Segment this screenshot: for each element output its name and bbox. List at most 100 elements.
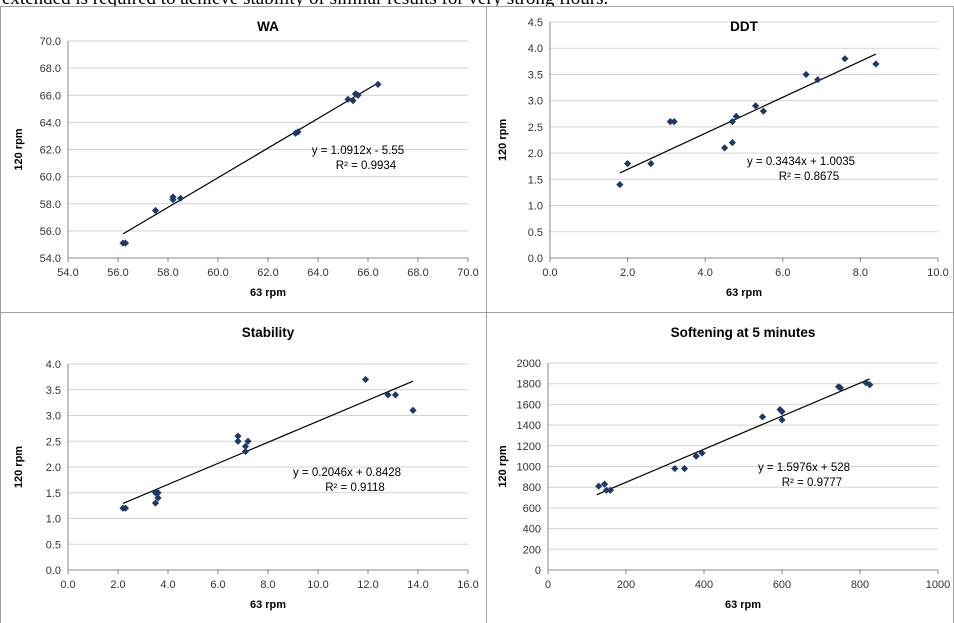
- trend-r-squared: R² = 0.9777: [782, 477, 842, 489]
- x-tick-label: 56.0: [107, 267, 128, 279]
- y-tick-label: 4.5: [528, 17, 543, 29]
- y-tick-label: 1200: [517, 441, 541, 453]
- x-tick-label: 200: [617, 579, 635, 591]
- data-point: [872, 60, 880, 68]
- y-axis-label: 120 rpm: [497, 445, 509, 487]
- x-tick-label: 58.0: [157, 267, 178, 279]
- y-tick-label: 70.0: [40, 36, 61, 48]
- y-axis-label: 120 rpm: [13, 446, 25, 488]
- chart-title: WA: [257, 19, 279, 34]
- data-point: [354, 91, 362, 99]
- chart-svg-wa: 54.0 56.0 58.0 60.0 62.0 64.0 66.0 68.0 70.0 54.0…: [13, 19, 479, 299]
- trend-r-squared: R² = 0.9934: [336, 160, 397, 172]
- data-point: [374, 80, 382, 88]
- chart-title: Softening at 5 minutes: [671, 325, 816, 340]
- x-axis-label: 63 rpm: [725, 599, 761, 611]
- x-tick-label: 14.0: [407, 579, 428, 591]
- y-tick-label: 62.0: [40, 145, 61, 157]
- y-tick-label: 2.0: [46, 462, 61, 474]
- x-axis-label: 63 rpm: [726, 287, 762, 299]
- y-axis-label: 120 rpm: [497, 119, 509, 161]
- data-point: [176, 194, 185, 202]
- data-point: [752, 102, 760, 110]
- data-point: [862, 379, 870, 387]
- chart-svg-stability: 0.0 0.5 1.0 1.5 2.0 2.5 3.0 3.5 4.0 0.0 2.0 4.0 6.0 8…: [13, 325, 479, 611]
- x-tick-label: 66.0: [357, 267, 378, 279]
- outer-border-left: [0, 6, 1, 623]
- x-tick-label: 400: [695, 579, 713, 591]
- data-point: [778, 416, 786, 424]
- trend-equation: y = 1.0912x - 5.55: [312, 145, 404, 157]
- chart-wa: 54.0 56.0 58.0 60.0 62.0 64.0 66.0 68.0 70.0 54.0…: [0, 6, 486, 312]
- data-point: [361, 375, 370, 384]
- data-point: [624, 160, 632, 168]
- y-tick-label: 0.0: [46, 565, 61, 577]
- x-axis-label: 63 rpm: [250, 287, 286, 299]
- data-point: [647, 160, 655, 168]
- y-tick-label: 1.5: [46, 488, 61, 500]
- x-tick-label: 0.0: [542, 267, 557, 279]
- trend-equation: y = 1.5976x + 528: [758, 462, 850, 474]
- y-tick-label: 1.0: [46, 514, 61, 526]
- y-tick-label: 2.5: [46, 436, 61, 448]
- data-point: [814, 76, 822, 84]
- y-tick-label: 56.0: [40, 226, 61, 238]
- data-point: [680, 464, 689, 473]
- data-point: [841, 55, 849, 63]
- y-tick-label: 3.0: [528, 96, 543, 108]
- trend-r-squared: R² = 0.8675: [779, 171, 839, 183]
- x-tick-label: 68.0: [407, 267, 428, 279]
- y-tick-label: 2000: [517, 358, 541, 370]
- trend-r-squared: R² = 0.9118: [325, 482, 385, 494]
- x-tick-label: 64.0: [307, 267, 328, 279]
- y-tick-label: 1000: [517, 462, 541, 474]
- y-tick-label: 0.5: [528, 227, 543, 239]
- y-tick-label: 200: [523, 544, 541, 556]
- y-tick-label: 1400: [517, 420, 541, 432]
- data-point: [600, 480, 609, 488]
- y-tick-label: 1800: [517, 379, 541, 391]
- y-axis-label: 120 rpm: [13, 128, 25, 170]
- x-tick-label: 0.0: [60, 579, 75, 591]
- y-tick-label: 3.5: [528, 69, 543, 81]
- x-tick-label: 62.0: [257, 267, 278, 279]
- outer-border-top: [0, 6, 954, 7]
- y-tick-label: 4.0: [46, 359, 61, 371]
- y-tick-label: 2.0: [528, 148, 543, 160]
- data-point: [244, 437, 252, 445]
- trend-equation: y = 0.2046x + 0.8428: [293, 467, 401, 479]
- y-tick-label: 3.5: [46, 385, 61, 397]
- trendline: [619, 53, 877, 174]
- data-point: [602, 486, 611, 494]
- trend-equation: y = 0.3434x + 1.0035: [747, 156, 855, 168]
- data-point: [151, 499, 160, 507]
- caption-text: extended is required to achieve stabilit…: [2, 0, 954, 8]
- x-tick-label: 4.0: [698, 267, 713, 279]
- data-point: [344, 95, 352, 103]
- y-tick-label: 4.0: [528, 43, 543, 55]
- x-tick-label: 6.0: [775, 267, 790, 279]
- y-tick-label: 3.0: [46, 411, 61, 423]
- data-point: [802, 70, 810, 79]
- y-tick-label: 1600: [517, 399, 541, 411]
- y-tick-label: 1.0: [528, 201, 543, 213]
- x-tick-label: 0: [545, 579, 551, 591]
- x-tick-label: 2.0: [110, 579, 125, 591]
- data-point: [241, 447, 250, 456]
- chart-title: DDT: [730, 19, 758, 34]
- chart-svg-softening: 0 200 400 600 800 1000 1200 1400 1600 1800 2000 0 20…: [497, 325, 950, 611]
- x-tick-label: 8.0: [853, 267, 868, 279]
- x-tick-label: 8.0: [260, 579, 275, 591]
- y-tick-label: 66.0: [40, 90, 61, 102]
- x-tick-label: 60.0: [207, 267, 228, 279]
- x-tick-label: 12.0: [357, 579, 378, 591]
- y-tick-label: 54.0: [40, 253, 61, 265]
- data-point: [151, 206, 160, 215]
- data-point: [616, 180, 624, 189]
- data-point: [732, 112, 740, 120]
- chart-svg-ddt: 0.0 0.5 1.0 1.5 2.0 2.5 3.0 3.5 4.0 4.5 0.0 2.0 4.0 6…: [497, 17, 949, 299]
- x-tick-label: 800: [851, 579, 869, 591]
- x-tick-label: 4.0: [160, 579, 175, 591]
- data-point: [595, 482, 603, 490]
- x-tick-label: 16.0: [457, 579, 478, 591]
